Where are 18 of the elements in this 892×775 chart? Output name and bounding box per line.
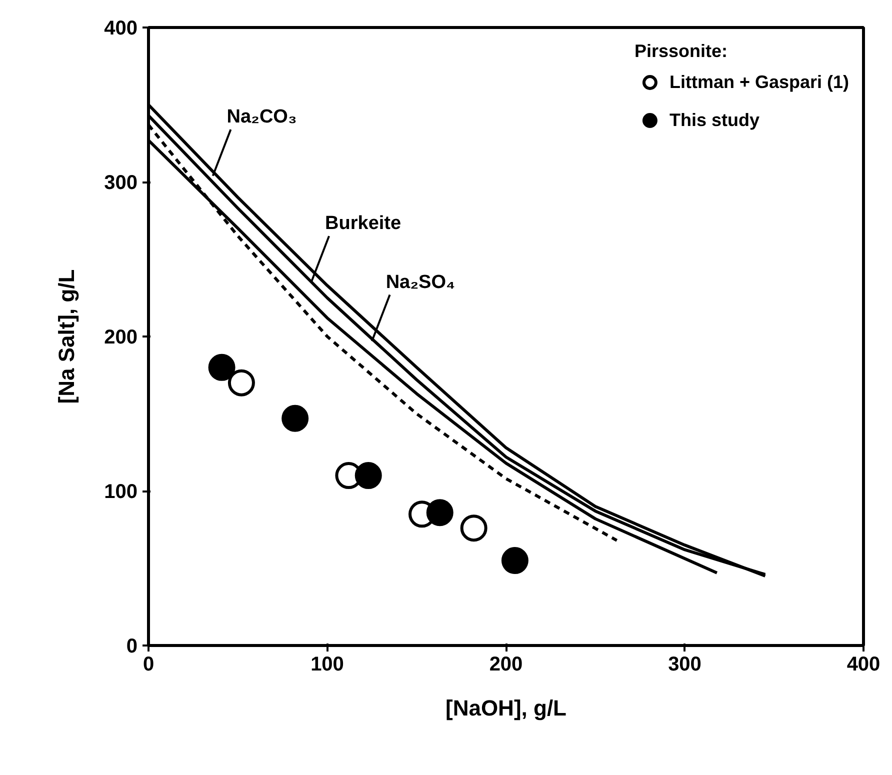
x-tick-label: 300 [668,654,702,676]
y-tick-label: 100 [104,481,138,503]
y-tick-label: 300 [104,172,138,194]
legend-label: Littman + Gaspari (1) [669,72,849,92]
y-axis-title: [Na Salt], g/L [54,269,80,404]
x-tick-label: 100 [310,654,344,676]
y-tick-label: 400 [104,18,138,40]
x-tick-label: 400 [846,654,880,676]
legend-title: Pirssonite: [634,41,728,62]
x-tick-label: 0 [142,654,154,676]
annotation: Na₂CO₃ [226,106,297,128]
annotation: Na₂SO₄ [386,272,456,293]
x-tick-label: 200 [489,654,523,676]
y-tick-label: 200 [104,326,138,348]
x-axis-title: [NaOH], g/L [446,696,567,720]
annotation: Burkeite [325,213,402,234]
legend-label: This study [669,110,760,130]
y-tick-label: 0 [126,636,138,658]
